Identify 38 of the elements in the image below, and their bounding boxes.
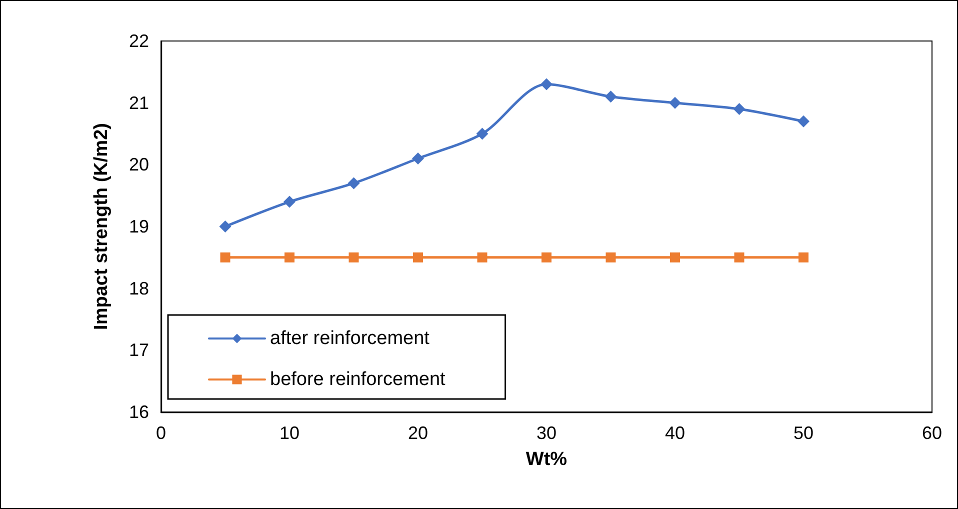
- point: [670, 252, 680, 262]
- point: [734, 252, 744, 262]
- y-tick-label: 18: [128, 278, 149, 298]
- y-axis-title: Impact strength (K/m2): [91, 123, 112, 330]
- point: [476, 128, 488, 140]
- x-axis-title: Wt%: [526, 449, 568, 470]
- point: [284, 196, 296, 208]
- point: [412, 152, 424, 164]
- y-tick-label: 20: [128, 154, 149, 175]
- point: [733, 103, 746, 116]
- point: [348, 252, 359, 262]
- y-tick-label: 22: [128, 31, 149, 51]
- point: [798, 252, 808, 262]
- x-tick-label: 0: [156, 423, 166, 443]
- x-tick-label: 40: [664, 423, 686, 443]
- x-tick-label: 10: [279, 423, 300, 443]
- x-tick-label: 20: [408, 423, 428, 443]
- point: [284, 252, 294, 262]
- legend-label: before reinforcement: [270, 369, 446, 390]
- legend-label: after reinforcement: [270, 328, 430, 349]
- x-tick-label: 30: [536, 423, 557, 443]
- y-tick-label: 16: [128, 402, 149, 422]
- point: [606, 252, 616, 262]
- point: [477, 252, 488, 262]
- x-tick-label: 50: [793, 423, 814, 443]
- point: [220, 252, 230, 262]
- x-tick-label: 60: [922, 423, 942, 443]
- point: [540, 78, 552, 90]
- point: [413, 252, 423, 262]
- point: [798, 115, 810, 128]
- point: [219, 220, 232, 232]
- point: [542, 252, 552, 262]
- y-tick-label: 21: [128, 92, 149, 113]
- y-tick-label: 17: [128, 340, 149, 360]
- point: [348, 177, 360, 190]
- point: [604, 90, 617, 103]
- point: [669, 96, 681, 109]
- y-tick-label: 19: [128, 216, 149, 236]
